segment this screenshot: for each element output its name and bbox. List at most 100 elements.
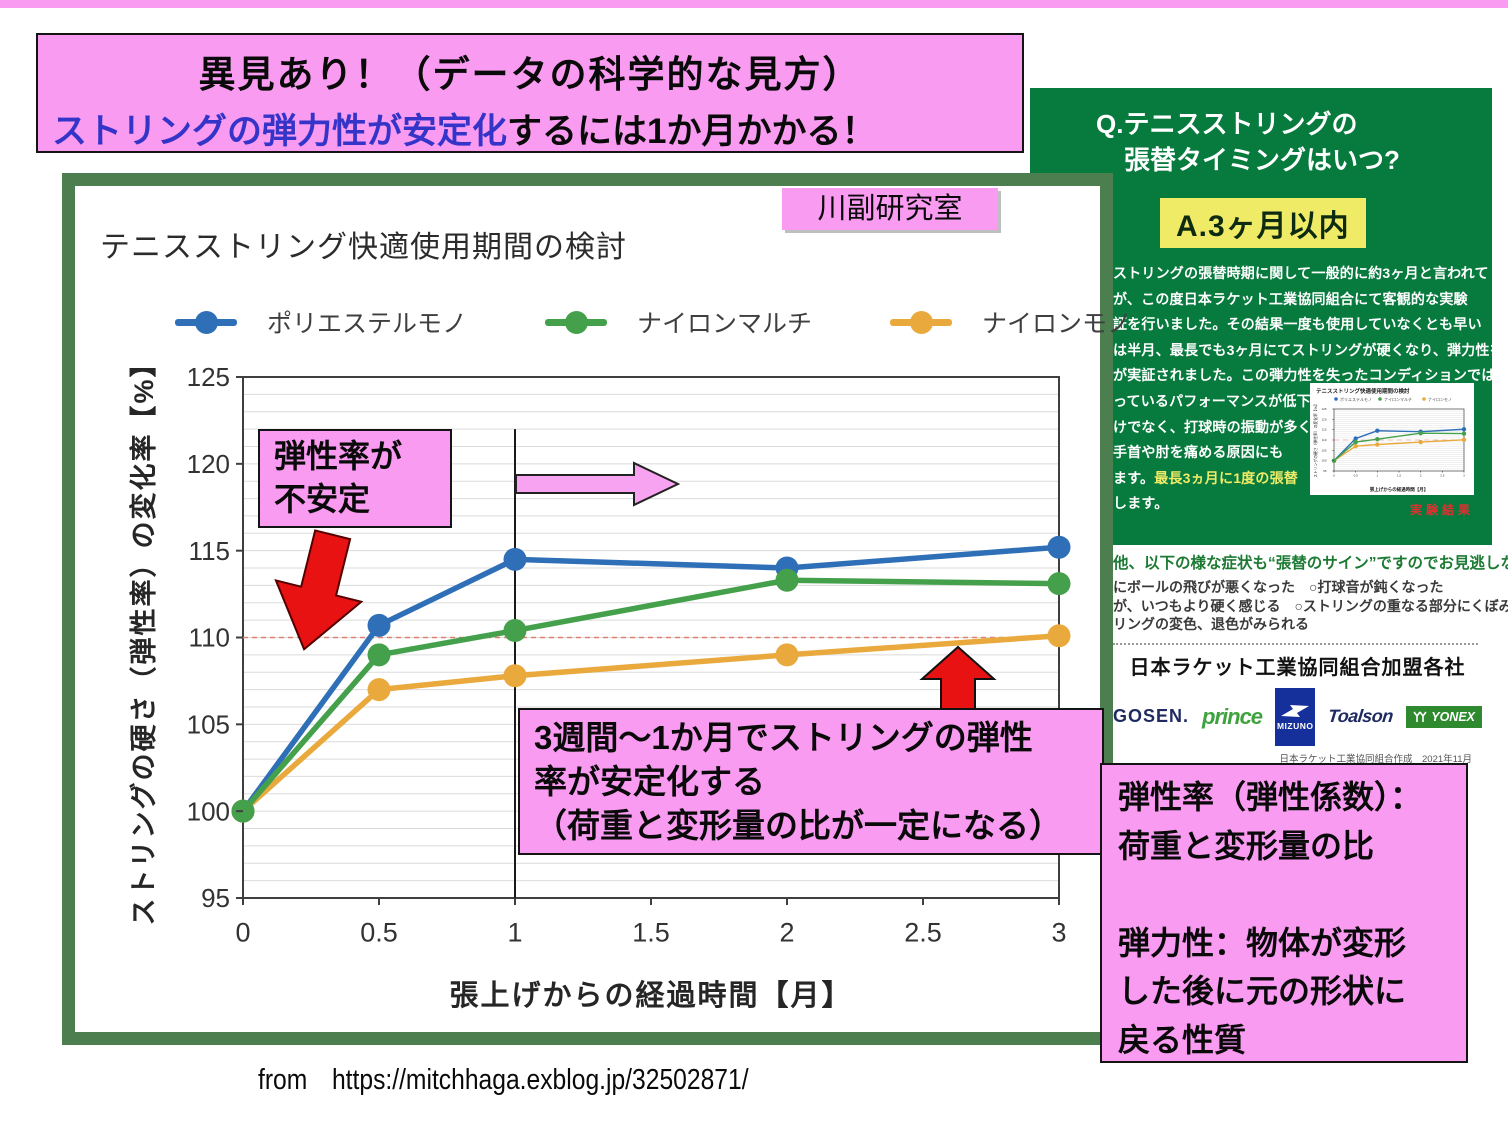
chart-title: テニスストリング快適使用期間の検討: [100, 231, 627, 264]
legend-label: ナイロンマルチ: [637, 310, 813, 338]
legend-item: ナイロンモノ: [890, 304, 1132, 340]
text-line: が、この度日本ラケット工業協同組合にて客観的な実験: [1113, 290, 1468, 307]
definition-box: 弾性率（弾性係数）： 荷重と変形量の比 弾力性：物体が変形 した後に元の形状に 戻る性…: [1100, 763, 1468, 1063]
x-axis-title: 張上げからの経過時間【月】: [449, 980, 853, 1012]
svg-text:1.5: 1.5: [632, 917, 670, 947]
svg-text:120: 120: [187, 449, 230, 479]
svg-text:1.5: 1.5: [1397, 474, 1402, 478]
text-line: 弾性率（弾性係数）：: [1118, 779, 1423, 815]
svg-text:ナイロンマルチ: ナイロンマルチ: [1384, 396, 1412, 402]
svg-text:105: 105: [187, 709, 230, 739]
subtitle-rest: するには1か月かかる！: [507, 112, 877, 151]
yonex-logo-text: YONEX: [1431, 709, 1475, 724]
text-line: が、いつもより硬く感じる ○ストリングの重なる部分にくぼみができた: [1113, 597, 1508, 614]
red-down-arrow-shape: [274, 529, 364, 651]
y-axis-title: ストリングの硬さ（弾性率）の変化率【%】: [129, 348, 159, 926]
answer-badge: A.3ヶ月以内: [1160, 198, 1366, 248]
mizuno-logo-text: MIZUNO: [1276, 720, 1314, 731]
text-line: けでなく、打球時の振動が多く: [1113, 418, 1312, 435]
svg-text:100: 100: [187, 796, 230, 826]
subtitle-highlight: ストリングの弾力性が安定化: [52, 112, 508, 151]
text-line: します。: [1113, 495, 1169, 512]
svg-text:3: 3: [1463, 474, 1465, 478]
svg-text:2: 2: [779, 917, 794, 947]
flyer-credit: 日本ラケット工業協同組合作成 2021年11月: [1279, 753, 1473, 765]
svg-text:2.5: 2.5: [1440, 474, 1445, 478]
lab-label: 川副研究室: [782, 188, 998, 230]
svg-text:120: 120: [1321, 417, 1326, 421]
annotation-stable: 3週間～1か月でストリングの弾性 率が安定化する （荷重と変形量の比が一定になる）: [518, 708, 1104, 855]
mini-line-chart: 95 100 105 110 115 120 125 0 0.5 1 1.5 2 2.5 3 テニスストリン…: [1313, 387, 1467, 493]
svg-text:115: 115: [1322, 428, 1327, 432]
text-line: 手首や肘を痛める原因にも: [1113, 444, 1284, 461]
text-line: ストリングの張替時期に関して一般的に約3ヶ月と言われて: [1113, 265, 1489, 281]
flyer-panel: Q.テニスストリングの 張替タイミングはいつ? A.3ヶ月以内 ストリングの張替…: [1030, 88, 1508, 770]
text-line: した後に元の形状に: [1118, 973, 1407, 1009]
toalson-logo: Toalson: [1327, 706, 1395, 726]
yonex-logo: YONEX: [1406, 705, 1482, 728]
yonex-yy-icon: [1413, 711, 1427, 722]
mini-chart-caption: 実験結果: [1409, 503, 1474, 517]
red-up-arrow: [919, 645, 997, 710]
legend-marker-icon: [175, 310, 237, 334]
red-down-arrow: [274, 529, 364, 651]
text-line: 3週間～1か月でストリングの弾性: [534, 719, 1033, 756]
svg-text:テニスストリング快適使用期間の検討: テニスストリング快適使用期間の検討: [1316, 387, 1410, 395]
gosen-logo: GOSEN.: [1113, 706, 1190, 726]
svg-text:1: 1: [507, 917, 522, 947]
annotation-unstable: 弾性率が 不安定: [258, 429, 452, 528]
association-heading: 日本ラケット工業協同組合加盟各社: [1129, 656, 1466, 679]
text-line: 弾力性：物体が変形: [1118, 924, 1407, 961]
svg-text:張上げからの経過時間【月】: 張上げからの経過時間【月】: [1370, 486, 1429, 493]
text-line: にボールの飛びが悪くなった ○打球音が鈍くなった: [1113, 579, 1444, 595]
text-line: リングの変色、退色がみられる: [1113, 616, 1309, 632]
chart-legend: ポリエステルモノ ナイロンマルチ ナイロンモノ: [175, 304, 1132, 340]
text-line: 荷重と変形量の比: [1118, 827, 1375, 864]
slide-subtitle: ストリングの弾力性が安定化するには1か月かかる！: [38, 103, 1022, 154]
text-line: （荷重と変形量の比が一定になる）: [534, 807, 1062, 844]
brand-logos: GOSEN. prince MIZUNO Toalson YONEX: [1113, 687, 1482, 746]
svg-text:0: 0: [235, 917, 250, 947]
pink-right-arrow-shape: [515, 461, 681, 507]
svg-text:ナイロンモノ: ナイロンモノ: [1428, 396, 1452, 402]
svg-text:2.5: 2.5: [904, 917, 942, 947]
text-line: 証を行いました。その結果一度も使用していなくとも早い: [1113, 316, 1482, 333]
svg-text:95: 95: [201, 883, 230, 913]
svg-text:2: 2: [1420, 474, 1422, 478]
flyer-body-text-narrow: っているパフォーマンスが低下 けでなく、打球時の振動が多く 手首や肘を痛める原因にも…: [1113, 389, 1312, 517]
sign-heading: 他、以下の様な症状も“張替のサイン”ですのでお見逃しなく: [1113, 555, 1508, 572]
svg-text:110: 110: [189, 623, 230, 653]
text-line: 率が安定化する: [534, 763, 765, 800]
svg-text:0.5: 0.5: [1354, 474, 1359, 478]
chart-panel: テニスストリング快適使用期間の検討 ポリエステルモノ ナイロンマルチ ナイロンモノ …: [62, 173, 1132, 1045]
slide-title: 異見あり！（データの科学的な見方）: [198, 54, 862, 95]
text-line: ます。最長3ヵ月に1度の張替: [1113, 469, 1298, 486]
legend-label: ポリエステルモノ: [267, 310, 468, 338]
svg-text:95: 95: [1323, 469, 1327, 473]
text-line: 弾性率が: [274, 438, 403, 474]
flyer-question-line2: 張替タイミングはいつ?: [1124, 145, 1400, 175]
flyer-body-text: ストリングの張替時期に関して一般的に約3ヶ月と言われて が、この度日本ラケット工業…: [1113, 261, 1504, 389]
svg-text:0.5: 0.5: [360, 917, 398, 947]
svg-text:125: 125: [1321, 407, 1326, 411]
text-line: 戻る性質: [1118, 1021, 1247, 1058]
source-footer: from https://mitchhaga.exblog.jp/3250287…: [258, 1064, 749, 1096]
text-line: っているパフォーマンスが低下: [1113, 393, 1311, 409]
text-line: が実証されました。この弾力性を失ったコンディションでは: [1113, 367, 1496, 384]
pink-right-arrow: [515, 461, 681, 507]
svg-text:3: 3: [1051, 917, 1066, 947]
text-line: 不安定: [274, 481, 371, 517]
sign-list: にボールの飛びが悪くなった ○打球音が鈍くなったが、いつもより硬く感じる ○スト…: [1113, 578, 1508, 634]
mizuno-runbird-icon: [1281, 704, 1310, 717]
prince-logo: prince: [1202, 703, 1263, 729]
line-chart: 95 100 105 110 115 120 125 0 0.5 1 1.5 2 2.5 3: [187, 362, 1071, 947]
flyer-green-section: Q.テニスストリングの 張替タイミングはいつ? A.3ヶ月以内 ストリングの張替…: [1030, 88, 1504, 545]
svg-text:ポリエステルモノ: ポリエステルモノ: [1340, 396, 1372, 402]
flyer-question-line1: Q.テニスストリングの: [1096, 109, 1358, 139]
top-border-strip: [0, 0, 1508, 8]
mizuno-logo: MIZUNO: [1275, 687, 1316, 746]
svg-text:115: 115: [189, 536, 230, 566]
svg-text:110: 110: [1322, 438, 1327, 442]
legend-item: ナイロンマルチ: [545, 304, 812, 340]
legend-marker-icon: [890, 310, 953, 334]
